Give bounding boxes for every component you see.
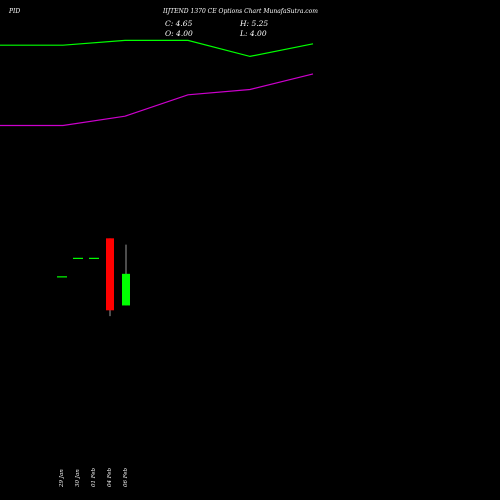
high-value: H: 5.25 [240, 19, 269, 28]
x-tick-label: 30 Jan [75, 469, 81, 487]
candle [89, 257, 99, 259]
x-tick-label: 06 Feb [123, 467, 129, 487]
x-tick-label: 01 Feb [91, 467, 97, 487]
x-tick-label: 29 Jan [59, 469, 65, 487]
candle [122, 244, 130, 306]
close-value: C: 4.65 [165, 19, 193, 28]
chart-title: IIJTEND 1370 CE Options Chart MunafaSutr… [163, 8, 318, 15]
open-value: O: 4.00 [165, 29, 193, 38]
candle-body [89, 257, 99, 259]
series-line-1 [0, 73, 314, 127]
candle-body [57, 276, 67, 278]
candle [57, 276, 67, 278]
symbol-label: PID [9, 8, 21, 15]
x-tick-label: 04 Feb [107, 467, 113, 487]
low-value: L: 4.00 [240, 29, 267, 38]
candle [73, 257, 83, 259]
candle [106, 238, 114, 317]
series-line-0 [0, 39, 314, 58]
candle-body [122, 273, 130, 306]
candle-body [106, 238, 114, 311]
candle-body [73, 257, 83, 259]
